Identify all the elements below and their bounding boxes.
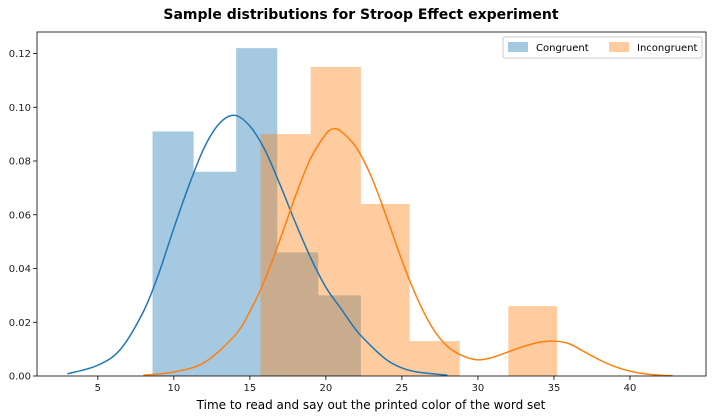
bar-incongruent-0	[260, 134, 311, 376]
y-tick-label: 0.04	[9, 264, 31, 275]
bar-congruent-4	[318, 295, 361, 376]
y-tick-label: 0.12	[9, 49, 31, 60]
y-tick-label: 0.00	[9, 372, 31, 383]
x-axis-ticks: 5 10 15 20 25 30 35 40	[95, 376, 637, 394]
y-tick-label: 0.06	[9, 210, 31, 221]
bar-congruent-3	[277, 252, 319, 376]
histogram-bars	[152, 48, 557, 376]
bar-congruent-0	[152, 131, 194, 376]
kde-curves	[67, 114, 673, 377]
bar-incongruent-1	[310, 66, 361, 376]
bar-incongruent-3	[409, 341, 460, 376]
x-tick-label: 5	[95, 383, 101, 394]
y-axis-ticks: 0.00 0.02 0.04 0.06 0.08 0.10 0.12	[9, 49, 37, 383]
bar-congruent-2	[236, 48, 278, 376]
chart-title: Sample distributions for Stroop Effect e…	[163, 7, 558, 23]
kde-line-congruent	[67, 114, 448, 376]
x-tick-label: 35	[548, 383, 561, 394]
legend-swatch-congruent	[508, 42, 528, 52]
legend-label-congruent: Congruent	[536, 43, 589, 54]
x-tick-label: 15	[243, 383, 256, 394]
kde-line-incongruent	[143, 127, 673, 377]
y-tick-label: 0.08	[9, 157, 31, 168]
x-axis-title: Time to read and say out the printed col…	[196, 398, 546, 412]
bar-incongruent-2	[360, 204, 410, 376]
plot-frame	[36, 31, 707, 377]
x-tick-label: 40	[624, 383, 637, 394]
legend: Congruent Incongruent	[502, 36, 703, 59]
x-tick-label: 10	[167, 383, 180, 394]
bar-congruent-1	[193, 171, 237, 376]
legend-box	[502, 36, 703, 59]
y-tick-label: 0.10	[9, 103, 31, 114]
legend-label-incongruent: Incongruent	[637, 43, 698, 54]
x-tick-label: 30	[472, 383, 485, 394]
legend-swatch-incongruent	[609, 42, 629, 52]
x-tick-label: 25	[396, 383, 409, 394]
x-tick-label: 20	[320, 383, 333, 394]
y-tick-label: 0.02	[9, 318, 31, 329]
